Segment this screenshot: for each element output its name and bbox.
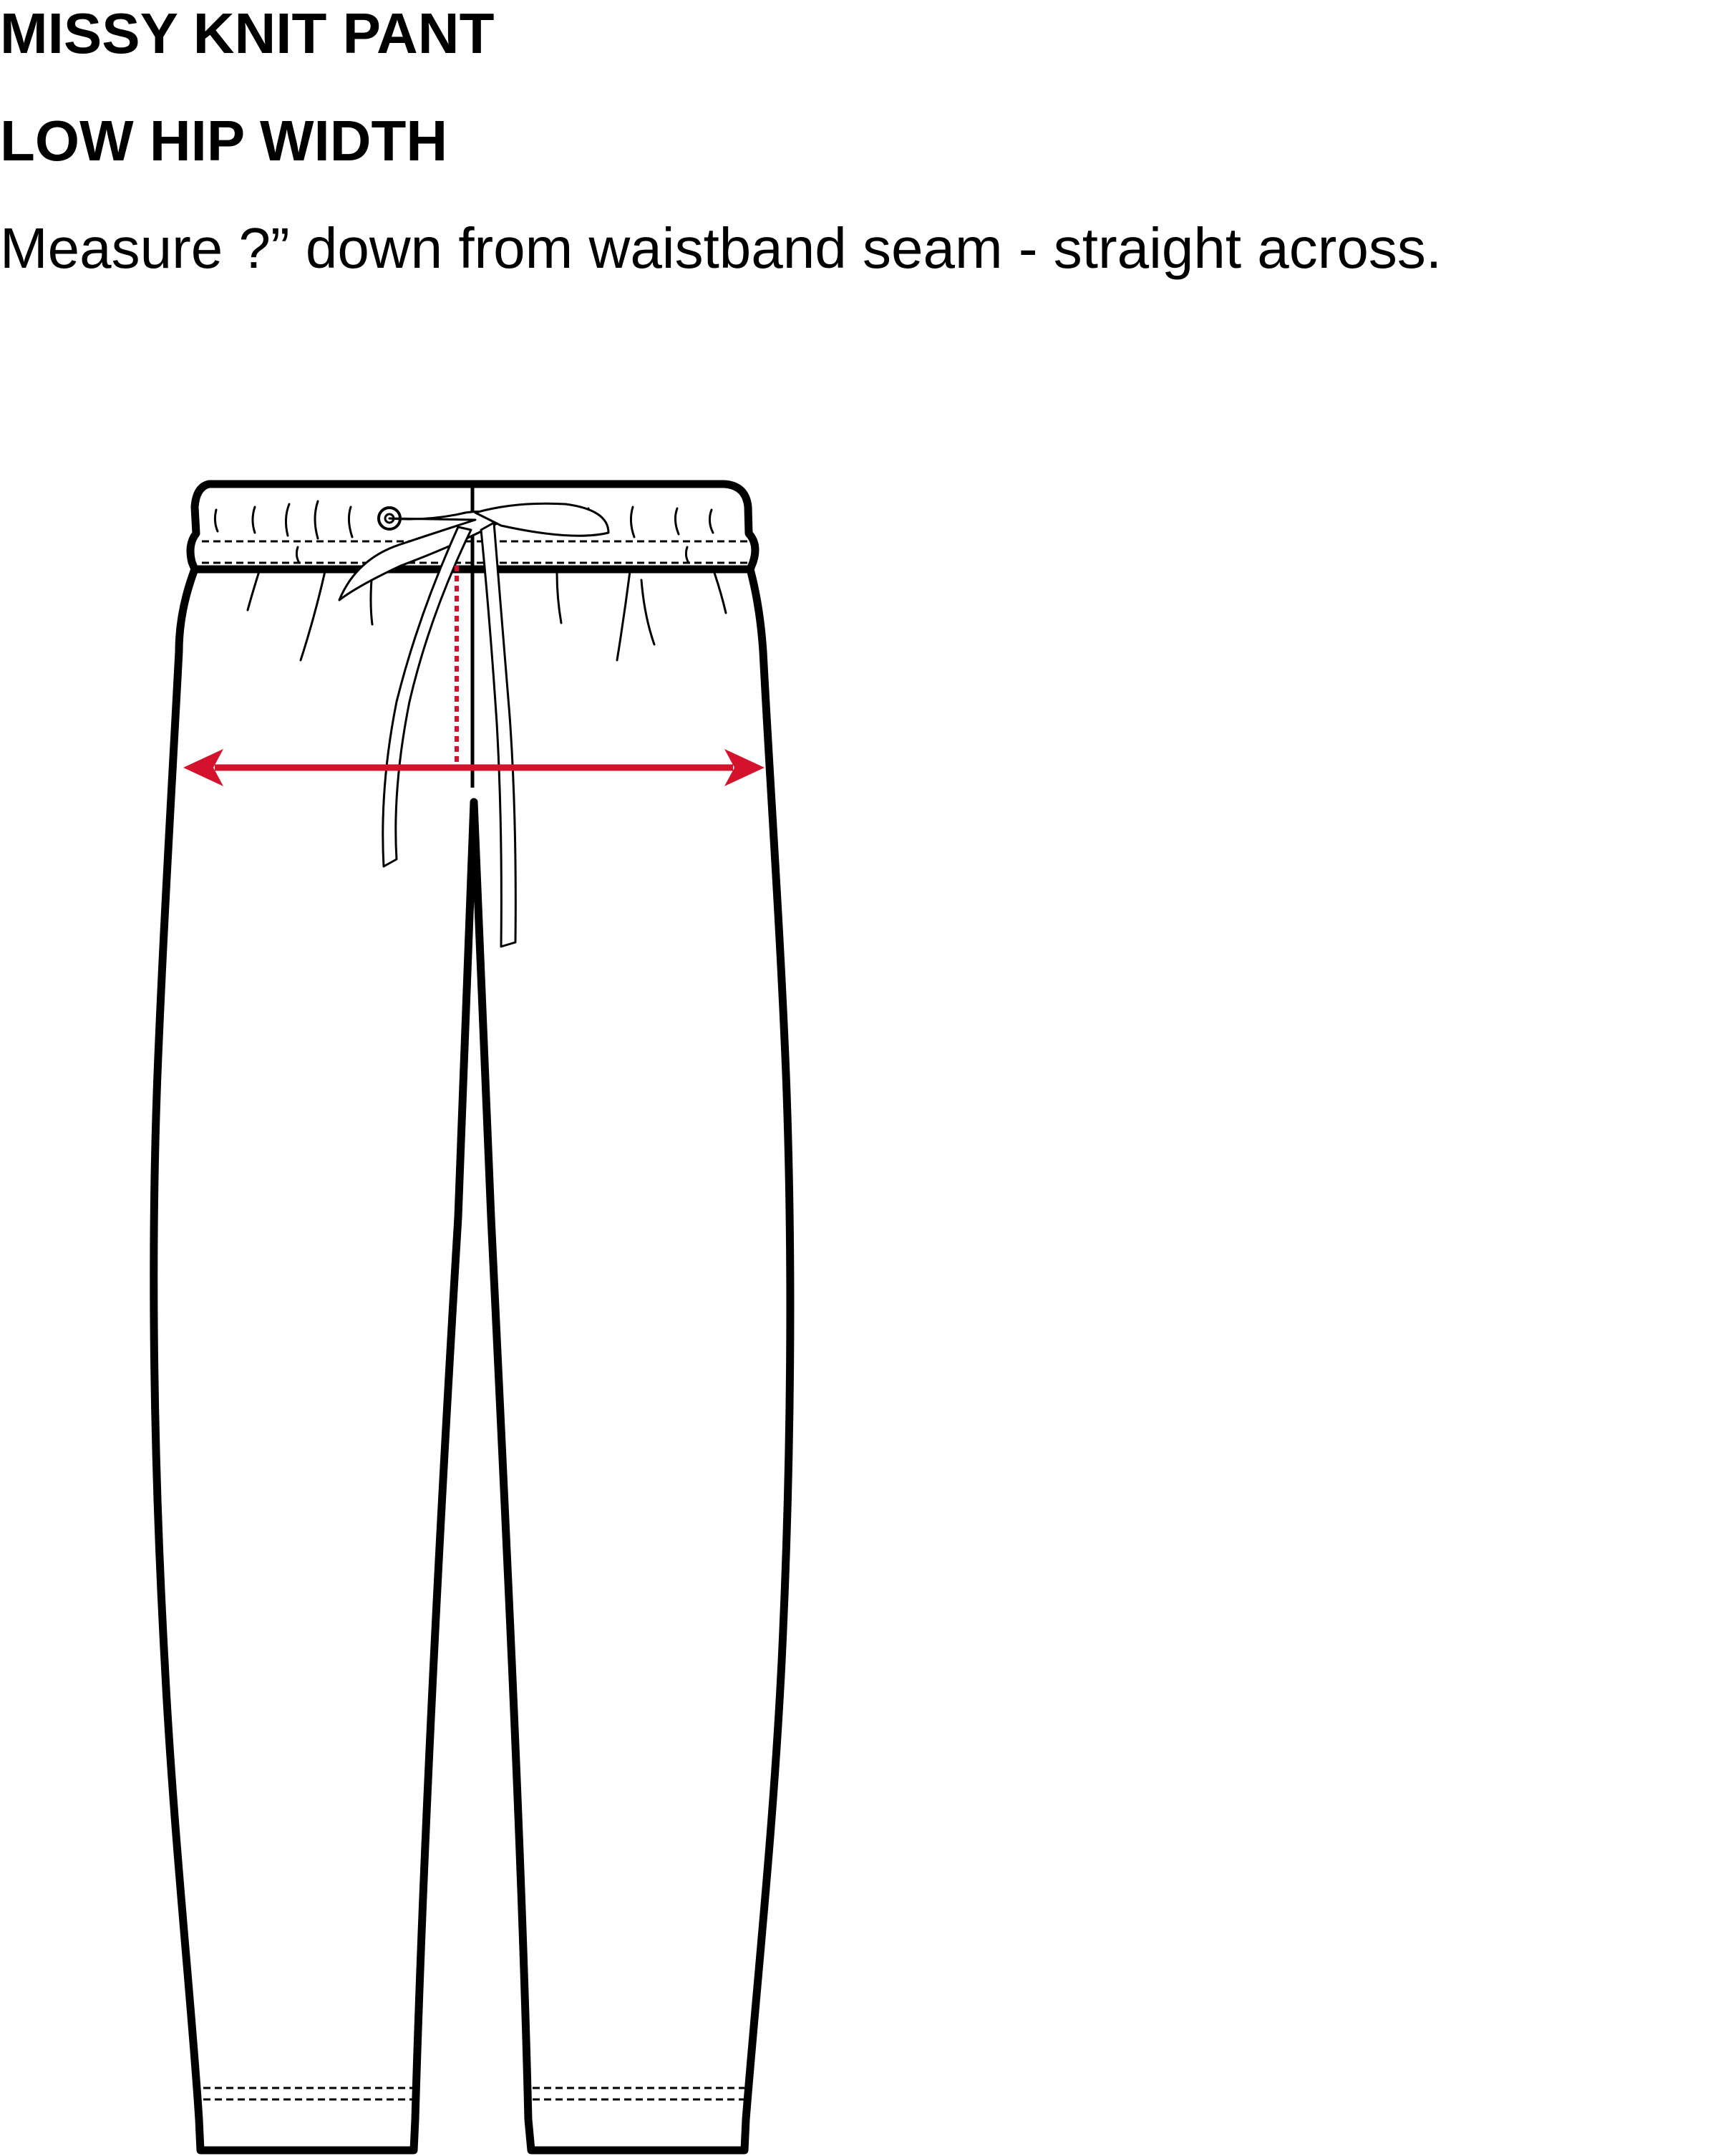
hem-stitching: [203, 2087, 744, 2101]
low-hip-measurement-arrow: [183, 749, 765, 786]
drawstring: [338, 502, 610, 948]
body-gathers: [246, 570, 727, 662]
measurement-instruction: Measure ?” down from waistband seam - st…: [0, 216, 1442, 280]
garment-title: MISSY KNIT PANT: [0, 1, 495, 65]
pant-outline: [150, 565, 795, 2155]
measurement-name: LOW HIP WIDTH: [0, 109, 448, 173]
